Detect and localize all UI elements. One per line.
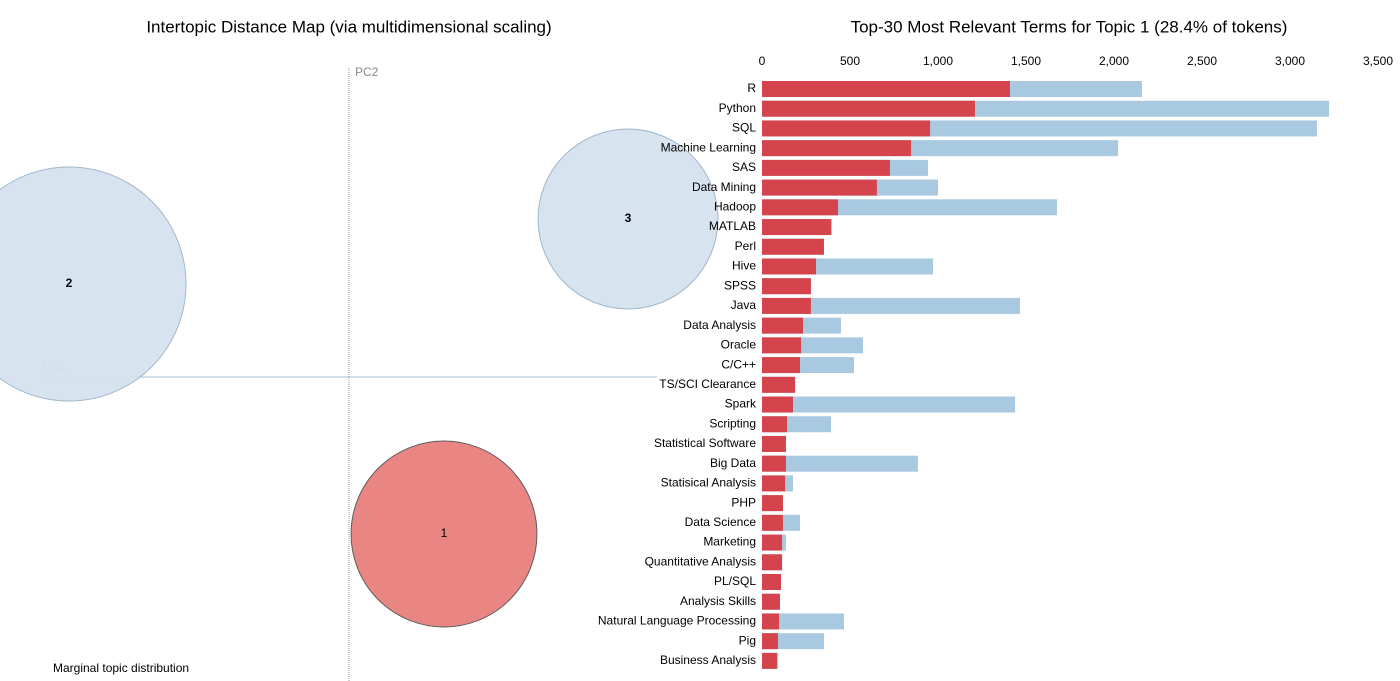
term-label: Hadoop — [714, 199, 756, 213]
y-axis-label: PC2 — [355, 65, 379, 79]
bar — [762, 140, 912, 157]
term-label: Marketing — [703, 535, 756, 549]
term-label: Natural Language Processing — [598, 614, 756, 628]
bar — [762, 337, 802, 354]
bar — [762, 278, 811, 295]
bar — [762, 435, 786, 452]
term-label: TS/SCI Clearance — [659, 377, 756, 391]
term-label: Oracle — [721, 338, 757, 352]
term-label: Scripting — [709, 416, 756, 430]
x-tick-label: 3,000 — [1275, 54, 1305, 68]
term-label: Data Analysis — [683, 318, 756, 332]
term-label: Spark — [725, 397, 757, 411]
term-label: PHP — [731, 495, 756, 509]
bar — [762, 593, 780, 610]
x-tick-label: 2,500 — [1187, 54, 1217, 68]
bar — [762, 396, 1016, 413]
term-label: Business Analysis — [660, 653, 756, 667]
term-label: Hive — [732, 259, 756, 273]
bar — [762, 219, 831, 236]
bar — [762, 357, 801, 374]
term-label: R — [747, 81, 756, 95]
bar — [762, 81, 1010, 97]
term-label: Pig — [739, 633, 756, 647]
topic-bubble — [0, 166, 187, 402]
term-label: Statisical Analysis — [661, 476, 756, 490]
bar — [762, 317, 804, 334]
term-label: Data Science — [685, 515, 757, 529]
term-label: SQL — [732, 121, 756, 135]
bar — [762, 613, 780, 630]
topic-label: 2 — [66, 276, 73, 290]
term-label: MATLAB — [709, 219, 756, 233]
bar — [762, 297, 811, 314]
term-label: Data Mining — [692, 180, 756, 194]
bar — [762, 514, 783, 531]
term-label: Analysis Skills — [680, 594, 756, 608]
bar — [762, 475, 786, 492]
bar — [762, 258, 817, 275]
x-tick-label: 0 — [759, 54, 766, 68]
bar — [762, 613, 845, 630]
bar — [762, 376, 796, 393]
bar — [762, 120, 931, 137]
bar — [762, 297, 1021, 314]
bar — [762, 652, 777, 669]
term-label: Machine Learning — [661, 140, 756, 154]
term-label: Big Data — [710, 456, 756, 470]
topic-bubble — [350, 440, 538, 628]
bar — [762, 534, 783, 551]
topic-label: 3 — [625, 211, 632, 225]
bar — [762, 238, 824, 255]
term-label: Statistical Software — [654, 436, 756, 450]
term-label: Perl — [735, 239, 756, 253]
term-label: C/C++ — [721, 357, 756, 371]
bar — [762, 416, 787, 433]
bar — [762, 159, 890, 176]
bar-title: Top-30 Most Relevant Terms for Topic 1 (… — [851, 17, 1288, 36]
bar — [762, 179, 877, 196]
bar — [762, 199, 839, 216]
term-label: Python — [719, 101, 756, 115]
annotation: Marginal topic distribution — [53, 661, 189, 675]
map-title: Intertopic Distance Map (via multidimens… — [146, 17, 551, 36]
bar — [762, 396, 793, 413]
x-tick-label: 1,000 — [923, 54, 953, 68]
topic-bubble — [537, 128, 719, 310]
x-tick-label: 500 — [840, 54, 860, 68]
term-label: Java — [731, 298, 757, 312]
topic-label: 1 — [441, 526, 448, 540]
term-label: SAS — [732, 160, 756, 174]
bar — [762, 554, 783, 571]
term-label: PL/SQL — [714, 574, 756, 588]
bar — [762, 495, 783, 512]
bar — [762, 455, 918, 472]
bar — [762, 455, 786, 472]
bar — [762, 574, 782, 590]
bar — [762, 100, 975, 117]
term-label: SPSS — [724, 278, 756, 292]
x-tick-label: 2,000 — [1099, 54, 1129, 68]
x-tick-label: 1,500 — [1011, 54, 1041, 68]
x-tick-label: 3,500 — [1363, 54, 1393, 68]
term-label: Quantitative Analysis — [645, 554, 756, 568]
bar — [762, 633, 779, 650]
